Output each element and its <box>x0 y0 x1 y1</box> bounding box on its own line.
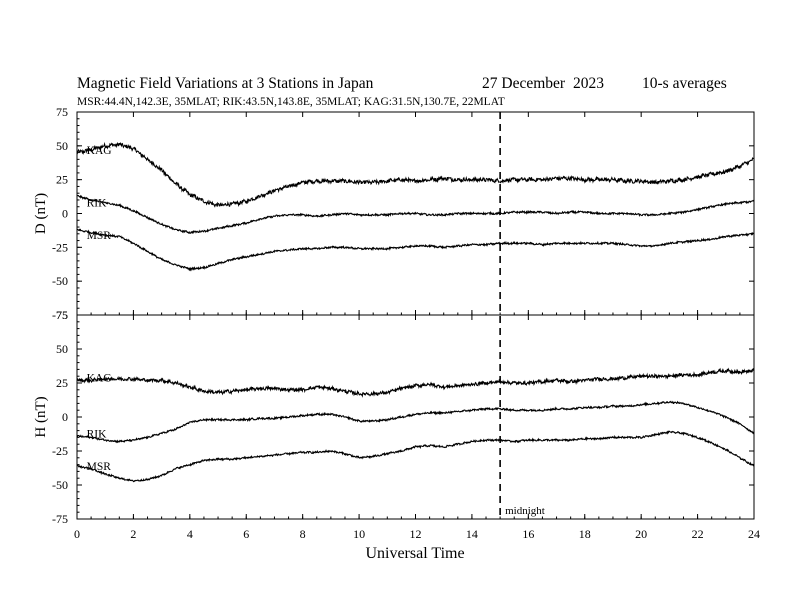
y-tick-label: 0 <box>62 410 68 424</box>
y-tick-label: -50 <box>52 478 68 492</box>
series-label-rik: RIK <box>87 198 108 210</box>
y-tick-label: -25 <box>52 444 68 458</box>
series-line-msr <box>76 228 755 272</box>
y-axis-title: H (nT) <box>33 396 49 437</box>
y-tick-label: -25 <box>52 240 68 254</box>
chart-year: 2023 <box>573 75 604 92</box>
midnight-marker: midnight <box>499 112 545 519</box>
chart-title: Magnetic Field Variations at 3 Stations … <box>77 75 374 92</box>
y-tick-label: -75 <box>52 512 68 526</box>
x-tick-label: 10 <box>353 527 365 541</box>
y-tick-label: 50 <box>56 342 68 356</box>
y-tick-label: 25 <box>56 376 68 390</box>
series-label-msr: MSR <box>87 230 112 242</box>
x-tick-label: 24 <box>748 527 760 541</box>
series-line-kag <box>76 141 755 208</box>
series-label-msr: MSR <box>87 461 112 473</box>
series-label-kag: KAG <box>87 145 112 157</box>
y-tick-label: -50 <box>52 274 68 288</box>
x-tick-label: 12 <box>410 527 422 541</box>
averaging-label: 10-s averages <box>642 75 727 92</box>
midnight-label: midnight <box>505 505 545 517</box>
plot-frame <box>76 314 755 520</box>
x-tick-label: 6 <box>243 527 249 541</box>
y-tick-label: -75 <box>52 308 68 322</box>
y-tick-label: 75 <box>56 105 68 119</box>
x-tick-label: 2 <box>130 527 136 541</box>
series-line-rik <box>76 400 755 444</box>
series-label-rik: RIK <box>87 428 108 440</box>
series-label-kag: KAG <box>87 373 112 385</box>
x-axis-title: Universal Time <box>365 545 464 562</box>
stations-subtitle: MSR:44.4N,142.3E, 35MLAT; RIK:43.5N,143.… <box>77 96 505 108</box>
x-tick-label: 18 <box>579 527 591 541</box>
y-tick-label: 0 <box>62 207 68 221</box>
x-tick-label: 8 <box>300 527 306 541</box>
series-line-rik <box>76 194 755 235</box>
y-tick-label: 75 <box>56 308 68 322</box>
d-component-panel: 75 50 25 0 -25 -50 -75 D (nT) KAG RIK MSR <box>33 105 755 322</box>
x-tick-label: 16 <box>522 527 534 541</box>
y-tick-label: 25 <box>56 173 68 187</box>
series-line-msr <box>76 430 755 483</box>
y-axis-title: D (nT) <box>33 193 49 234</box>
x-tick-label: 0 <box>74 527 80 541</box>
x-tick-label: 14 <box>466 527 478 541</box>
x-tick-label: 20 <box>635 527 647 541</box>
chart-date: 27 December <box>482 75 566 92</box>
x-tick-label: 22 <box>692 527 704 541</box>
series-line-kag <box>76 367 755 398</box>
y-tick-label: 50 <box>56 139 68 153</box>
x-tick-label: 4 <box>187 527 193 541</box>
